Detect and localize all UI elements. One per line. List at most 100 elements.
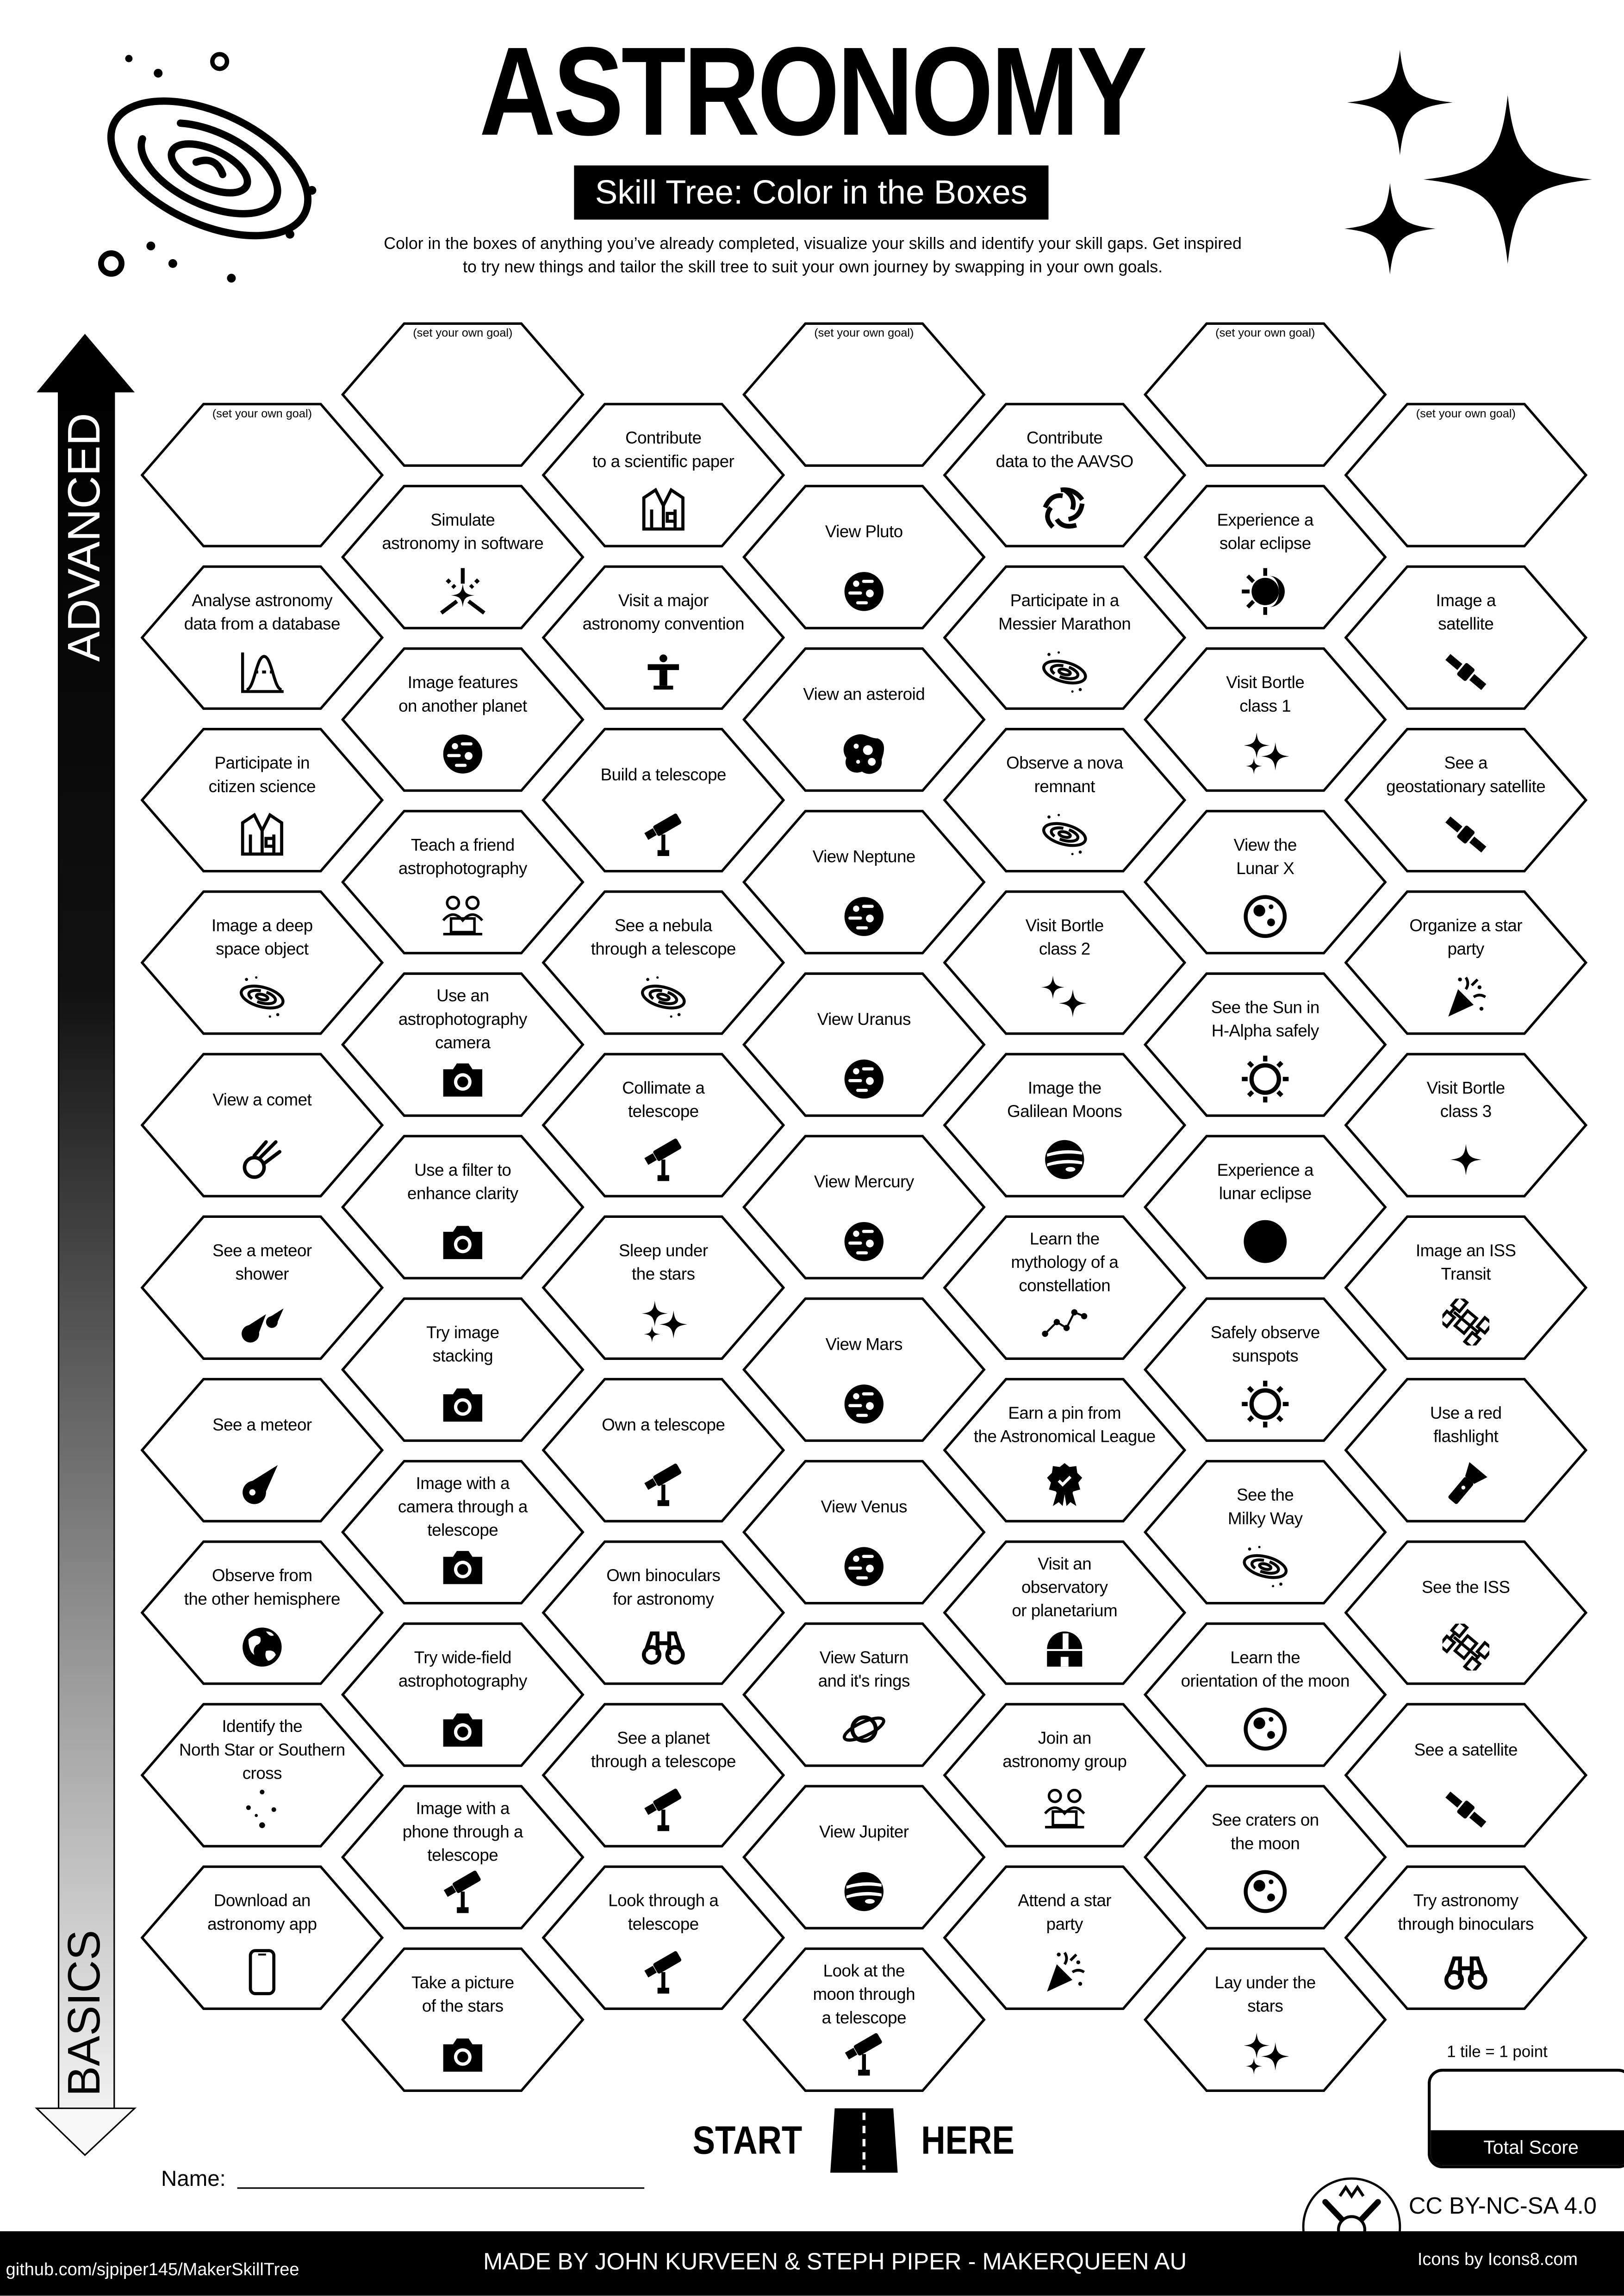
skill-tile[interactable]: Analyse astronomy data from a database — [140, 565, 384, 710]
skill-tile[interactable]: View Uranus — [742, 972, 986, 1117]
skill-tile[interactable]: Experience a solar eclipse — [1144, 484, 1387, 630]
custom-goal-tile[interactable]: (set your own goal) — [140, 403, 384, 547]
skill-tile[interactable]: View Mars — [742, 1297, 986, 1442]
skill-tile[interactable]: Visit a major astronomy convention — [541, 565, 785, 710]
skill-tile[interactable]: Contribute to a scientific paper — [541, 403, 785, 547]
skill-tile[interactable]: Visit an observatory or planetarium — [943, 1540, 1186, 1685]
icons-credit-link[interactable]: Icons by Icons8.com — [1417, 2249, 1578, 2270]
skill-tile[interactable]: Download an astronomy app — [140, 1865, 384, 2010]
skill-tile[interactable]: Learn the mythology of a constellation — [943, 1215, 1186, 1360]
skill-tile[interactable]: See the Milky Way — [1144, 1460, 1387, 1605]
skill-tile[interactable]: Lay under the stars — [1144, 1947, 1387, 2092]
skill-tile[interactable]: Try image stacking — [341, 1297, 585, 1442]
instructions-text: Color in the boxes of anything you’ve al… — [384, 236, 1242, 277]
skill-tile[interactable]: Contribute data to the AAVSO — [943, 403, 1186, 547]
skill-tile[interactable]: View Neptune — [742, 810, 986, 955]
hexagon-outline — [341, 322, 585, 467]
skill-tile[interactable]: See craters on the moon — [1144, 1785, 1387, 1930]
skill-tile[interactable]: View Saturn and it's rings — [742, 1622, 986, 1767]
skill-tile[interactable]: Organize a star party — [1344, 890, 1587, 1035]
skill-tile[interactable]: Image a satellite — [1344, 565, 1587, 710]
skill-tile[interactable]: Use a filter to enhance clarity — [341, 1135, 585, 1279]
hexagon-outline — [943, 565, 1186, 710]
hexagon-outline — [1144, 1135, 1387, 1279]
skill-label: Participate in a Messier Marathon — [998, 591, 1131, 634]
skill-tile[interactable]: View Venus — [742, 1460, 986, 1605]
skill-label: Own a telescope — [602, 1415, 725, 1435]
skill-tile[interactable]: Image the Galilean Moons — [943, 1053, 1186, 1198]
telescope-icon — [644, 813, 682, 856]
skill-tile[interactable]: Sleep under the stars — [541, 1215, 785, 1360]
skill-tile[interactable]: See the ISS — [1344, 1540, 1587, 1685]
skill-tile[interactable]: See a satellite — [1344, 1703, 1587, 1848]
skill-tile[interactable]: Look through a telescope — [541, 1865, 785, 2010]
skill-tile[interactable]: Collimate a telescope — [541, 1053, 785, 1198]
custom-goal-tile[interactable]: (set your own goal) — [1344, 403, 1587, 547]
skill-tile[interactable]: Visit Bortle class 3 — [1344, 1053, 1587, 1198]
skill-tile[interactable]: Attend a star party — [943, 1865, 1186, 2010]
name-field[interactable] — [237, 2186, 645, 2189]
hexagon-outline — [943, 1378, 1186, 1523]
meteor-shower-icon — [242, 1308, 284, 1343]
skill-label: Use a filter to enhance clarity — [407, 1161, 518, 1204]
skill-tile[interactable]: Participate in citizen science — [140, 728, 384, 873]
skill-tile[interactable]: Join an astronomy group — [943, 1703, 1186, 1848]
skill-tile[interactable]: Try astronomy through binoculars — [1344, 1865, 1587, 2010]
skill-tile[interactable]: Use a red flashlight — [1344, 1378, 1587, 1523]
skill-tile[interactable]: Image with a camera through a telescope — [341, 1460, 585, 1605]
skill-tile[interactable]: See a geostationary satellite — [1344, 728, 1587, 873]
skill-tile[interactable]: See a nebula through a telescope — [541, 890, 785, 1035]
custom-goal-tile[interactable]: (set your own goal) — [1144, 322, 1387, 467]
satellite-icon — [1445, 816, 1487, 853]
goal-placeholder: (set your own goal) — [1215, 326, 1315, 340]
skill-tile[interactable]: Image a deep space object — [140, 890, 384, 1035]
skill-tile[interactable]: Learn the orientation of the moon — [1144, 1622, 1387, 1767]
skill-tile[interactable]: Build a telescope — [541, 728, 785, 873]
skill-tile[interactable]: Take a picture of the stars — [341, 1947, 585, 2092]
skill-tile[interactable]: Observe from the other hemisphere — [140, 1540, 384, 1685]
skill-tile[interactable]: Teach a friend astrophotography — [341, 810, 585, 955]
skill-tile[interactable]: Safely observe sunspots — [1144, 1297, 1387, 1442]
asteroid-icon — [843, 734, 884, 774]
total-score-box[interactable]: Total Score — [1427, 2068, 1624, 2169]
skill-tile[interactable]: View an asteroid — [742, 647, 986, 792]
custom-goal-tile[interactable]: (set your own goal) — [742, 322, 986, 467]
skill-tile[interactable]: Experience a lunar eclipse — [1144, 1135, 1387, 1279]
github-link[interactable]: github.com/sjpiper145/MakerSkillTree — [6, 2259, 299, 2280]
skill-label: Build a telescope — [600, 765, 727, 785]
skill-tile[interactable]: View Jupiter — [742, 1785, 986, 1930]
skill-tile[interactable]: View the Lunar X — [1144, 810, 1387, 955]
skill-tile[interactable]: Participate in a Messier Marathon — [943, 565, 1186, 710]
skill-tile[interactable]: Image an ISS Transit — [1344, 1215, 1587, 1360]
hexagon-outline — [742, 484, 986, 630]
skill-tile[interactable]: Look at the moon through a telescope — [742, 1947, 986, 2092]
hexagon-outline — [541, 1215, 785, 1360]
skill-tile[interactable]: View Mercury — [742, 1135, 986, 1279]
skill-tile[interactable]: See a meteor — [140, 1378, 384, 1523]
skill-tile[interactable]: View a comet — [140, 1053, 384, 1198]
skill-tile[interactable]: Identify the North Star or Southern cros… — [140, 1703, 384, 1848]
hexagon-outline — [943, 1865, 1186, 2010]
skill-tile[interactable]: Image features on another planet — [341, 647, 585, 792]
skill-tile[interactable]: Visit Bortle class 1 — [1144, 647, 1387, 792]
skill-tile[interactable]: Simulate astronomy in software — [341, 484, 585, 630]
skill-tile[interactable]: Own binoculars for astronomy — [541, 1540, 785, 1685]
skill-tile[interactable]: See the Sun in H-Alpha safely — [1144, 972, 1387, 1117]
skill-tile[interactable]: Own a telescope — [541, 1378, 785, 1523]
skill-tile[interactable]: Visit Bortle class 2 — [943, 890, 1186, 1035]
skill-tile[interactable]: Use an astrophotography camera — [341, 972, 585, 1117]
skill-tile[interactable]: Earn a pin from the Astronomical League — [943, 1378, 1186, 1523]
skill-label: View Mercury — [814, 1173, 914, 1192]
skill-tile[interactable]: See a planet through a telescope — [541, 1703, 785, 1848]
skill-tile[interactable]: Image with a phone through a telescope — [341, 1785, 585, 1930]
advanced-basics-arrow — [35, 334, 137, 2156]
skill-tile[interactable]: Observe a nova remnant — [943, 728, 1186, 873]
hexagon-outline — [1144, 647, 1387, 792]
skill-label: Lay under the stars — [1214, 1973, 1316, 2016]
start-label: START — [692, 2118, 803, 2163]
skill-tile[interactable]: Try wide-field astrophotography — [341, 1622, 585, 1767]
custom-goal-tile[interactable]: (set your own goal) — [341, 322, 585, 467]
skill-tile[interactable]: See a meteor shower — [140, 1215, 384, 1360]
skill-tile[interactable]: View Pluto — [742, 484, 986, 630]
skill-label: See the Milky Way — [1228, 1486, 1303, 1529]
